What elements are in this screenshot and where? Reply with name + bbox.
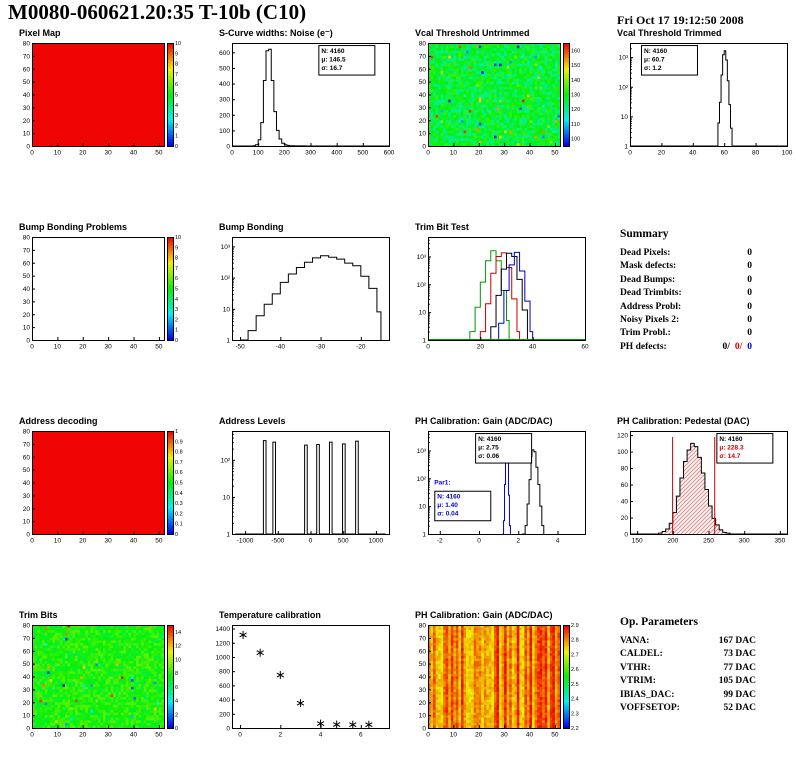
op-label: VTRIM: (620, 676, 656, 687)
summary-value: 0 (747, 248, 752, 258)
summary-value: 0 (747, 315, 752, 326)
ph-gain-map-heatmap (402, 621, 594, 743)
op-value: 105 DAC (718, 676, 756, 687)
op-row-caldel: CALDEL: 73 DAC (620, 648, 756, 661)
summary-value: 0 (747, 274, 752, 285)
panel-vcal-untrimmed: Vcal Threshold Untrimmed (402, 28, 594, 161)
op-label: CALDEL: (620, 649, 663, 660)
bump-bonding-histogram (206, 233, 398, 355)
op-row-voffsetop: VOFFSETOP: 52 DAC (620, 702, 756, 715)
summary-row-dead-bumps: Dead Bumps: 0 (620, 274, 752, 287)
op-parameters-panel: Op. Parameters VANA: 167 DAC CALDEL: 73 DA… (620, 616, 756, 715)
temperature-calibration-title: Temperature calibration (219, 610, 321, 620)
trim-bit-test-title: Trim Bit Test (415, 222, 469, 232)
summary-row-trim-probl: Trim Probl.: 0 (620, 327, 752, 340)
panel-ph-pedestal: PH Calibration: Pedestal (DAC) (604, 416, 796, 549)
ph-defects-red: 0/ (734, 341, 743, 352)
ph-defects-black: 0/ (722, 341, 730, 352)
ph-pedestal-histogram (604, 427, 796, 549)
ph-defects-blue: 0 (747, 341, 752, 352)
op-value: 167 DAC (718, 636, 756, 646)
vcal-trimmed-title: Vcal Threshold Trimmed (617, 28, 722, 38)
summary-label: Dead Pixels: (620, 248, 671, 258)
panel-ph-gain-map: PH Calibration: Gain (ADC/DAC) (402, 610, 594, 743)
summary-label: Dead Trimbits: (620, 288, 682, 299)
summary-row-address-probl: Address Probl: 0 (620, 301, 752, 314)
panel-trim-bit-test: Trim Bit Test (402, 222, 594, 355)
panel-address-levels: Address Levels (206, 416, 398, 549)
summary-value: 0 (747, 328, 752, 339)
vcal-trimmed-histogram (604, 39, 796, 161)
temperature-calibration-scatter (206, 621, 398, 743)
ph-gain-map-title: PH Calibration: Gain (ADC/DAC) (415, 610, 553, 620)
summary-title: Summary (620, 228, 669, 240)
trim-bit-test-histogram (402, 233, 594, 355)
address-levels-title: Address Levels (219, 416, 286, 426)
summary-label: Mask defects: (620, 261, 677, 272)
op-label: VOFFSETOP: (620, 703, 680, 714)
vcal-untrimmed-title: Vcal Threshold Untrimmed (415, 28, 530, 38)
summary-row-ph-defects: PH defects: 0/0/0 (620, 341, 752, 354)
op-value: 52 DAC (723, 703, 756, 714)
pixel-map-heatmap (6, 39, 198, 161)
op-parameters-title: Op. Parameters (620, 616, 698, 628)
bump-bonding-problems-title: Bump Bonding Problems (19, 222, 127, 232)
page-title: M0080-060621.20:35 T-10b (C10) (8, 0, 307, 24)
address-decoding-heatmap (6, 427, 198, 549)
panel-ph-gain-hist: PH Calibration: Gain (ADC/DAC) (402, 416, 594, 549)
pixel-map-title: Pixel Map (19, 28, 61, 38)
op-row-ibias: IBIAS_DAC: 99 DAC (620, 689, 756, 702)
summary-label: PH defects: (620, 341, 667, 352)
scurve-noise-title: S-Curve widths: Noise (e⁻) (219, 28, 333, 38)
summary-row-dead-trimbits: Dead Trimbits: 0 (620, 287, 752, 300)
op-row-vthr: VTHR: 77 DAC (620, 662, 756, 675)
address-decoding-title: Address decoding (19, 416, 98, 426)
vcal-untrimmed-heatmap (402, 39, 594, 161)
op-value: 73 DAC (723, 649, 756, 660)
panel-temperature-calibration: Temperature calibration (206, 610, 398, 743)
panel-vcal-trimmed: Vcal Threshold Trimmed (604, 28, 796, 161)
scurve-noise-histogram (206, 39, 398, 161)
op-row-vtrim: VTRIM: 105 DAC (620, 675, 756, 688)
op-value: 77 DAC (723, 662, 756, 673)
ph-pedestal-title: PH Calibration: Pedestal (DAC) (617, 416, 750, 426)
summary-value: 0 (747, 261, 752, 272)
trim-bits-heatmap (6, 621, 198, 743)
report-timestamp: Fri Oct 17 19:12:50 2008 (617, 13, 744, 27)
op-value: 99 DAC (723, 689, 756, 700)
summary-label: Noisy Pixels 2: (620, 315, 680, 326)
summary-value: 0 (747, 288, 752, 299)
ph-defects-values: 0/0/0 (717, 341, 752, 354)
panel-trim-bits: Trim Bits (6, 610, 198, 743)
summary-label: Address Probl: (620, 301, 682, 312)
panel-scurve-noise: S-Curve widths: Noise (e⁻) (206, 28, 398, 161)
panel-pixel-map: Pixel Map (6, 28, 198, 161)
address-levels-histogram (206, 427, 398, 549)
bump-bonding-problems-heatmap (6, 233, 198, 355)
summary-label: Dead Bumps: (620, 274, 676, 285)
panel-address-decoding: Address decoding (6, 416, 198, 549)
summary-row-mask-defects: Mask defects: 0 (620, 260, 752, 273)
op-label: IBIAS_DAC: (620, 689, 675, 700)
trim-bits-title: Trim Bits (19, 610, 58, 620)
ph-gain-hist-title: PH Calibration: Gain (ADC/DAC) (415, 416, 553, 426)
panel-bump-bonding: Bump Bonding (206, 222, 398, 355)
op-row-vana: VANA: 167 DAC (620, 635, 756, 648)
summary-row-dead-pixels: Dead Pixels: 0 (620, 247, 752, 260)
bump-bonding-title: Bump Bonding (219, 222, 284, 232)
panel-bump-bonding-problems: Bump Bonding Problems (6, 222, 198, 355)
summary-label: Trim Probl.: (620, 328, 671, 339)
summary-panel: Summary Dead Pixels: 0 Mask defects: 0 Dea… (620, 228, 752, 354)
op-label: VANA: (620, 636, 650, 646)
op-label: VTHR: (620, 662, 651, 673)
ph-gain-histogram (402, 427, 594, 549)
summary-row-noisy-pixels: Noisy Pixels 2: 0 (620, 314, 752, 327)
summary-value: 0 (747, 301, 752, 312)
